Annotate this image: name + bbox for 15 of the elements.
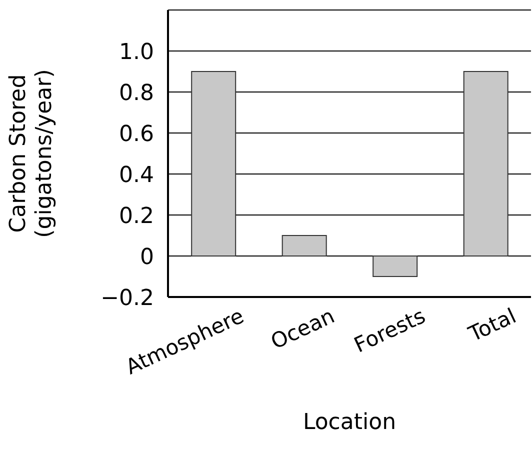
y-tick-label: 0.8 [119, 80, 154, 106]
y-tick-label: −0.2 [100, 286, 154, 311]
y-tick-label: 0 [140, 244, 154, 270]
x-axis-title: Location [302, 410, 396, 435]
y-tick-label: 0.6 [119, 122, 154, 147]
x-tick-label: Total [464, 304, 520, 347]
y-tick-label: 1.0 [119, 40, 154, 65]
bar [282, 235, 327, 256]
y-axis-title: Carbon Stored (gigatons/year) [6, 69, 57, 238]
bar [191, 71, 236, 256]
x-tick-label: Ocean [267, 304, 338, 354]
y-tick-label: 0.4 [119, 162, 154, 188]
bar [372, 256, 418, 277]
bar [463, 71, 508, 256]
y-tick-label: 0.2 [119, 204, 154, 229]
